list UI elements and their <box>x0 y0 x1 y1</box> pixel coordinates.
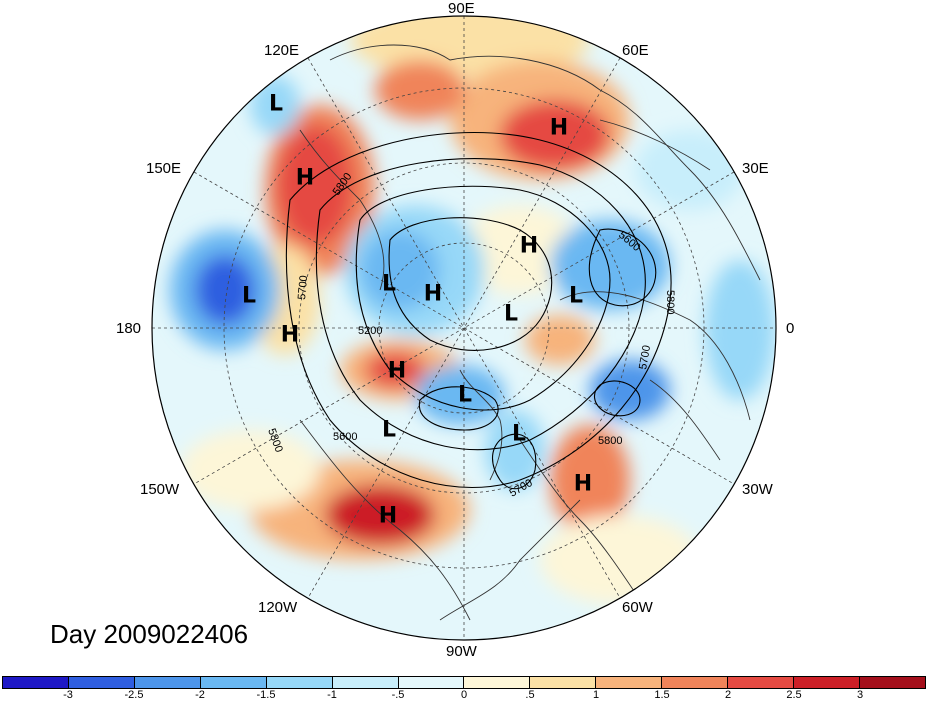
low-center: L <box>511 421 527 447</box>
colorbar-labels: -3 -2.5 -2 -1.5 -1 -.5 0 .5 1 1.5 2 2.5 3 <box>2 689 926 702</box>
colorbar-swatch <box>200 677 267 688</box>
contour-label: 5700 <box>296 275 310 300</box>
high-center: H <box>295 165 315 191</box>
colorbar-swatch <box>794 677 860 688</box>
colorbar-tick-label: 1.5 <box>654 689 670 701</box>
high-center: H <box>573 471 593 497</box>
graticule <box>152 16 776 640</box>
colorbar-swatch <box>398 677 465 688</box>
date-title: Day 2009022406 <box>50 619 249 649</box>
high-center: H <box>378 503 398 529</box>
colorbar-tick-label: -.5 <box>391 689 405 701</box>
map-boundary <box>151 15 777 641</box>
high-center: H <box>549 115 569 141</box>
lon-label-60e: 60E <box>622 42 649 59</box>
lon-label-180: 180 <box>116 320 142 337</box>
low-center: L <box>503 301 519 327</box>
contour-label: 5600 <box>333 431 357 443</box>
colorbar-swatch <box>596 677 663 688</box>
lon-label-120w: 120W <box>258 599 298 616</box>
contour-label: 5200 <box>358 325 382 337</box>
low-center: L <box>457 382 473 408</box>
height-contours <box>285 131 672 490</box>
low-center: L <box>268 91 284 117</box>
lon-label-90w: 90W <box>446 643 477 660</box>
colorbar-swatch <box>464 677 531 688</box>
colorbar-tick-label: -1.5 <box>256 689 276 701</box>
colorbar-swatch <box>266 677 333 688</box>
lon-label-30e: 30E <box>742 160 769 177</box>
lon-label-120e: 120E <box>264 42 300 59</box>
low-center: L <box>381 417 397 443</box>
lon-label-150e: 150E <box>146 160 182 177</box>
colorbar-tick-label: 3 <box>856 689 864 701</box>
colorbar-swatch <box>332 677 399 688</box>
colorbar-tick-label: .5 <box>525 689 535 701</box>
coastlines <box>299 44 761 621</box>
colorbar-tick-label: -1 <box>327 689 337 701</box>
colorbar-swatch <box>728 677 795 688</box>
colorbar-swatch <box>530 677 597 688</box>
colorbar-swatch <box>3 677 69 688</box>
lon-label-0: 0 <box>786 320 795 337</box>
anomaly-shading <box>152 16 776 640</box>
low-center: L <box>241 283 257 309</box>
lon-label-30w: 30W <box>742 481 773 498</box>
high-center: H <box>280 322 300 348</box>
low-center: L <box>381 271 397 297</box>
colorbar-tick-label: 1 <box>592 689 600 701</box>
lon-label-60w: 60W <box>622 599 653 616</box>
high-center: H <box>423 281 443 307</box>
colorbar-tick-label: 2 <box>724 689 732 701</box>
low-center: L <box>568 283 584 309</box>
colorbar-swatch <box>134 677 201 688</box>
colorbar-tick-label: 2.5 <box>786 689 802 701</box>
lon-label-150w: 150W <box>140 481 180 498</box>
colorbar-tick-label: -2.5 <box>124 689 144 701</box>
colorbar <box>2 676 926 689</box>
contour-label: 5700 <box>637 344 653 370</box>
high-center: H <box>387 358 407 384</box>
contour-label: 5800 <box>664 290 676 314</box>
high-center: H <box>519 233 539 259</box>
colorbar-swatch <box>68 677 135 688</box>
contour-label: 5800 <box>598 435 622 447</box>
colorbar-tick-label: -3 <box>63 689 73 701</box>
colorbar-swatch <box>859 677 925 688</box>
lon-label-90e: 90E <box>448 0 475 17</box>
colorbar-swatch <box>662 677 729 688</box>
colorbar-tick-label: 0 <box>460 689 468 701</box>
colorbar-tick-label: -2 <box>195 689 205 701</box>
